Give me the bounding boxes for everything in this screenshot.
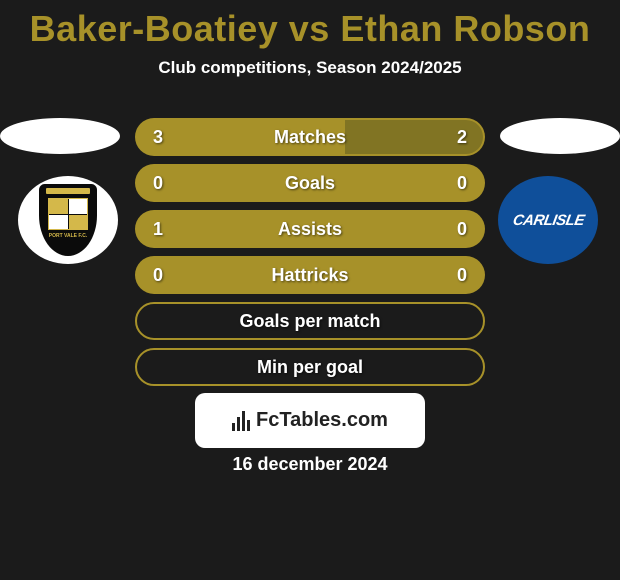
page-title: Baker-Boatiey vs Ethan Robson (0, 0, 620, 50)
stat-right-value: 0 (457, 265, 467, 286)
stat-label: Assists (278, 219, 342, 240)
brand-text: FcTables.com (256, 409, 388, 432)
stat-right-value: 0 (457, 219, 467, 240)
ellipse-left (0, 118, 120, 154)
stat-label: Goals (285, 173, 335, 194)
stat-row-goals-per-match: Goals per match (135, 302, 485, 340)
ellipse-right (500, 118, 620, 154)
stat-label: Goals per match (239, 311, 380, 332)
page-subtitle: Club competitions, Season 2024/2025 (0, 58, 620, 78)
port-vale-shield-icon: PORT VALE F.C. (39, 184, 97, 256)
carlisle-wordmark-icon: CARLISLE (511, 212, 585, 229)
shield-label: PORT VALE F.C. (49, 233, 88, 239)
stat-left-value: 1 (153, 219, 163, 240)
stat-row-goals: 0 Goals 0 (135, 164, 485, 202)
footer-date: 16 december 2024 (0, 454, 620, 475)
stat-row-min-per-goal: Min per goal (135, 348, 485, 386)
stat-left-value: 3 (153, 127, 163, 148)
stat-row-assists: 1 Assists 0 (135, 210, 485, 248)
stat-row-matches: 3 Matches 2 (135, 118, 485, 156)
stat-left-value: 0 (153, 265, 163, 286)
stat-right-value: 2 (457, 127, 467, 148)
stat-label: Matches (274, 127, 346, 148)
comparison-infographic: Baker-Boatiey vs Ethan Robson Club compe… (0, 0, 620, 580)
source-brand: FcTables.com (195, 393, 425, 448)
club-badge-left: PORT VALE F.C. (18, 176, 118, 264)
stat-right-value: 0 (457, 173, 467, 194)
comparison-bars: 3 Matches 2 0 Goals 0 1 Assists 0 0 Hattricks 0 Goal… (135, 118, 485, 394)
stat-left-value: 0 (153, 173, 163, 194)
stat-row-hattricks: 0 Hattricks 0 (135, 256, 485, 294)
bar-chart-icon (232, 411, 250, 431)
stat-label: Hattricks (271, 265, 348, 286)
club-badge-right: CARLISLE (498, 176, 598, 264)
stat-label: Min per goal (257, 357, 363, 378)
